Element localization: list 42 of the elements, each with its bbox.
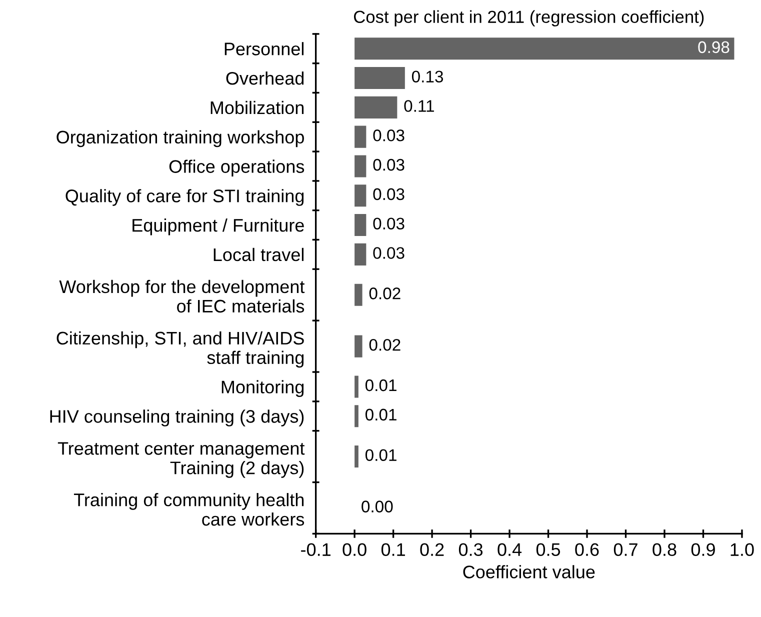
y-tick-label: Training of community health care workers: [74, 493, 304, 526]
y-tick-label: HIV counseling training (3 days): [50, 410, 304, 426]
y-tick-label: Monitoring: [222, 380, 304, 398]
data-label: 0.11: [404, 100, 434, 112]
x-tick-label: -0.1: [301, 543, 330, 556]
y-tick-label: Quality of care for STI training: [66, 189, 304, 206]
data-label: 0.02: [369, 338, 400, 351]
data-label: 0.01: [365, 449, 396, 462]
data-label: 0.13: [412, 70, 444, 83]
y-tick-label: Office operations: [169, 160, 304, 177]
data-label: 0.03: [373, 158, 404, 171]
y-tick-label: Treatment center management Training (2 days): [58, 442, 305, 478]
x-tick-label: 0.5: [536, 543, 560, 556]
data-label: 0.00: [362, 500, 393, 512]
x-tick-label: 1.0: [730, 543, 754, 556]
x-tick-label: 0.3: [458, 543, 483, 556]
data-label: 0.01: [365, 379, 396, 392]
x-tick-label: 0.6: [575, 543, 599, 556]
x-tick-label: 0.8: [652, 543, 676, 556]
y-tick-label: Citizenship, STI, and HIV/AIDS staff training: [56, 331, 304, 368]
data-label: 0.02: [369, 288, 400, 300]
x-tick-label: 0.2: [420, 543, 444, 556]
y-tick-label: Organization training workshop: [56, 130, 304, 148]
x-tick-label: 0.4: [498, 543, 522, 556]
data-label: 0.03: [373, 188, 404, 200]
y-tick-label: Equipment / Furniture: [132, 218, 304, 236]
y-tick-label: Local travel: [214, 248, 304, 262]
x-tick-label: 0.7: [614, 543, 638, 556]
y-tick-label: Personnel: [224, 42, 304, 56]
data-label: 0.01: [365, 408, 396, 421]
data-label: 0.03: [373, 247, 404, 259]
chart-title: Cost per client in 2011 (regression coefficient): [354, 10, 704, 26]
y-tick-label: Mobilization: [210, 100, 304, 114]
data-label: 0.03: [373, 218, 404, 230]
x-tick-label: 0.0: [342, 543, 366, 556]
y-tick-label: Overhead: [226, 71, 304, 85]
x-tick-label: 0.1: [381, 543, 405, 556]
y-tick-label: Workshop for the development of IEC materials: [59, 280, 305, 313]
x-axis-title: Coefficient value: [463, 565, 595, 578]
data-label: 0.98: [698, 41, 730, 54]
x-tick-label: 0.9: [691, 543, 715, 556]
data-label: 0.03: [373, 130, 404, 142]
